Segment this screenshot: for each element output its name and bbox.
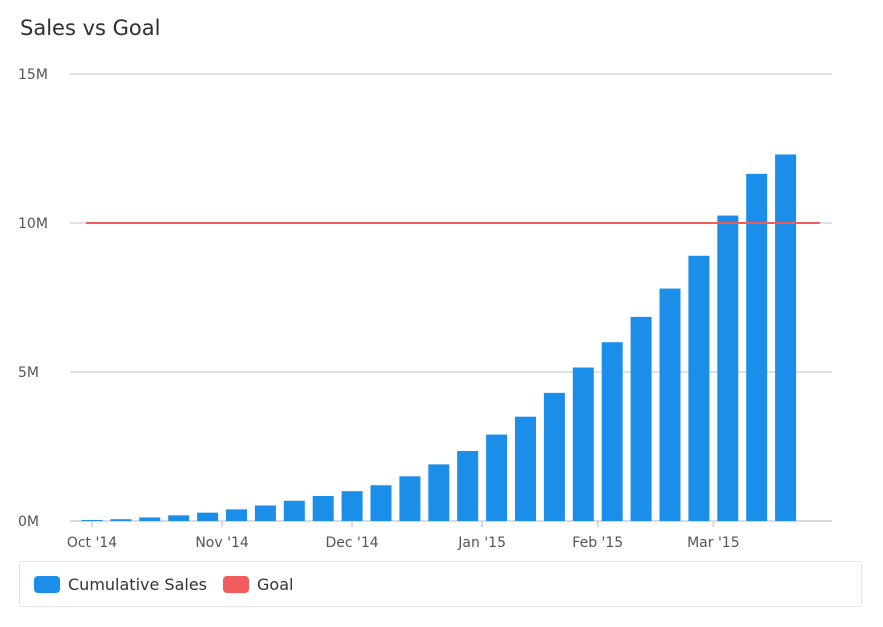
bar-7[interactable] bbox=[283, 500, 305, 521]
bar-16[interactable] bbox=[543, 392, 565, 521]
y-axis-labels: 0M 5M 10M 15M bbox=[18, 67, 48, 530]
x-tick-label: Mar '15 bbox=[687, 535, 740, 551]
bar-11[interactable] bbox=[399, 476, 421, 521]
bar-21[interactable] bbox=[688, 255, 710, 521]
x-tick-label: Jan '15 bbox=[457, 535, 506, 551]
chart-title: Sales vs Goal bbox=[20, 16, 161, 40]
legend-label-goal: Goal bbox=[257, 574, 294, 594]
bar-6[interactable] bbox=[254, 505, 276, 521]
x-tick-label: Nov '14 bbox=[195, 535, 249, 551]
legend-swatch-goal bbox=[223, 575, 249, 593]
bar-9[interactable] bbox=[341, 491, 363, 521]
y-tick-label-10m: 10M bbox=[18, 216, 48, 232]
legend: Cumulative Sales Goal bbox=[19, 561, 862, 607]
bar-18[interactable] bbox=[601, 342, 623, 521]
y-tick-label-15m: 15M bbox=[18, 67, 48, 83]
y-tick-label-5m: 5M bbox=[18, 365, 39, 381]
bar-5[interactable] bbox=[226, 509, 247, 521]
bar-1[interactable] bbox=[110, 519, 132, 521]
bars bbox=[81, 154, 797, 522]
bar-17[interactable] bbox=[572, 367, 594, 521]
bar-10[interactable] bbox=[370, 485, 392, 521]
legend-item-goal[interactable]: Goal bbox=[223, 575, 293, 594]
x-tick-label: Feb '15 bbox=[572, 535, 623, 551]
bar-14[interactable] bbox=[486, 434, 508, 521]
legend-item-cumulative-sales[interactable]: Cumulative Sales bbox=[34, 575, 207, 594]
sales-vs-goal-chart: 0M 5M 10M 15M Oct '14 Nov '14 Dec '14 Jan '15 F… bbox=[18, 67, 832, 551]
bar-15[interactable] bbox=[515, 416, 536, 521]
bar-22[interactable] bbox=[717, 215, 739, 522]
x-tick-label: Dec '14 bbox=[325, 535, 378, 551]
legend-swatch-cumulative-sales bbox=[34, 575, 60, 593]
bar-0[interactable] bbox=[81, 520, 103, 521]
bar-24[interactable] bbox=[775, 154, 797, 521]
bar-13[interactable] bbox=[457, 450, 479, 521]
x-axis: Oct '14 Nov '14 Dec '14 Jan '15 Feb '15 Mar '… bbox=[67, 521, 740, 551]
bar-3[interactable] bbox=[168, 515, 190, 521]
bar-20[interactable] bbox=[659, 288, 681, 521]
bar-4[interactable] bbox=[197, 512, 219, 521]
y-tick-label-0m: 0M bbox=[18, 514, 39, 530]
legend-label-cumulative-sales: Cumulative Sales bbox=[68, 574, 207, 594]
bar-12[interactable] bbox=[428, 464, 450, 521]
bar-8[interactable] bbox=[312, 495, 334, 521]
bar-2[interactable] bbox=[139, 517, 161, 521]
x-tick-label: Oct '14 bbox=[67, 535, 117, 551]
bar-19[interactable] bbox=[630, 316, 652, 521]
bar-23[interactable] bbox=[746, 173, 768, 521]
